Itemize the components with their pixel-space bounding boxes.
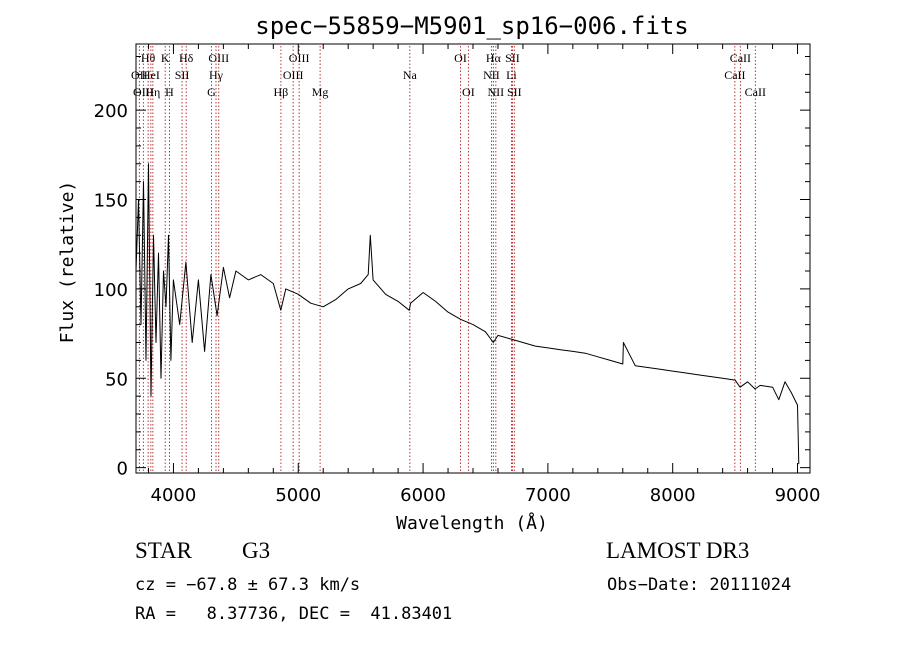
y-tick-label: 200 xyxy=(94,101,128,122)
line-marker-label: Hγ xyxy=(209,68,224,82)
line-marker-label: OIII xyxy=(208,51,229,65)
line-marker-label: SII xyxy=(175,68,190,82)
line-marker-label: SII xyxy=(507,85,522,99)
line-marker-label: CaII xyxy=(724,68,745,82)
y-tick-label: 100 xyxy=(94,280,128,301)
line-marker-label: OIII xyxy=(283,68,304,82)
line-marker-label: OIII xyxy=(289,51,310,65)
y-tick-label: 150 xyxy=(94,191,128,212)
line-marker-label: OI xyxy=(454,51,467,65)
spectrum-line xyxy=(135,163,800,465)
line-marker-label: H xyxy=(165,85,174,99)
chart-title: spec−55859−M5901_sp16−006.fits xyxy=(255,12,688,40)
line-marker-label: Hθ xyxy=(141,51,156,65)
line-marker-label: SII xyxy=(505,51,520,65)
x-axis-label: Wavelength (Å) xyxy=(396,512,548,534)
x-tick-label: 7000 xyxy=(525,485,571,506)
plot-axes: 4000 5000 6000 7000 8000 9000 0 50 100 150 200 xyxy=(94,43,821,506)
redshift-text: cz = −67.8 ± 67.3 km/s xyxy=(135,575,360,595)
class-label: STAR xyxy=(135,538,193,563)
line-marker-label: NII xyxy=(483,68,500,82)
x-tick-label: 9000 xyxy=(775,485,821,506)
coordinates-text: RA = 8.37736, DEC = 41.83401 xyxy=(135,604,452,624)
line-marker-label: Mg xyxy=(312,85,329,99)
line-marker-label: Na xyxy=(403,68,418,82)
line-marker-label: CaII xyxy=(730,51,751,65)
line-marker-label: Hη xyxy=(145,85,160,99)
plot-frame xyxy=(135,43,811,474)
x-tick-label: 5000 xyxy=(275,485,321,506)
line-marker-label: HeI xyxy=(142,68,160,82)
line-marker-label: OIII xyxy=(133,85,154,99)
subclass-label: G3 xyxy=(242,538,270,563)
spectrum-plot xyxy=(135,163,800,465)
line-marker-label: NII xyxy=(488,85,505,99)
line-marker-label: Hβ xyxy=(274,85,289,99)
y-axis-label: Flux (relative) xyxy=(57,181,78,344)
survey-label: LAMOST DR3 xyxy=(606,538,749,563)
line-marker-label: K xyxy=(161,51,170,65)
x-tick-label: 6000 xyxy=(400,485,446,506)
y-tick-label: 0 xyxy=(117,459,128,480)
y-tick-label: 50 xyxy=(105,369,128,390)
line-marker-label: OI xyxy=(462,85,475,99)
x-tick-label: 8000 xyxy=(650,485,696,506)
line-marker-label: CaII xyxy=(745,85,766,99)
line-marker-label: Hα xyxy=(486,51,502,65)
line-marker-label: Hδ xyxy=(179,51,194,65)
obs-date-text: Obs−Date: 20111024 xyxy=(607,575,791,595)
line-marker-label: Li xyxy=(506,68,517,82)
x-tick-label: 4000 xyxy=(151,485,197,506)
line-marker-label: G xyxy=(207,85,216,99)
